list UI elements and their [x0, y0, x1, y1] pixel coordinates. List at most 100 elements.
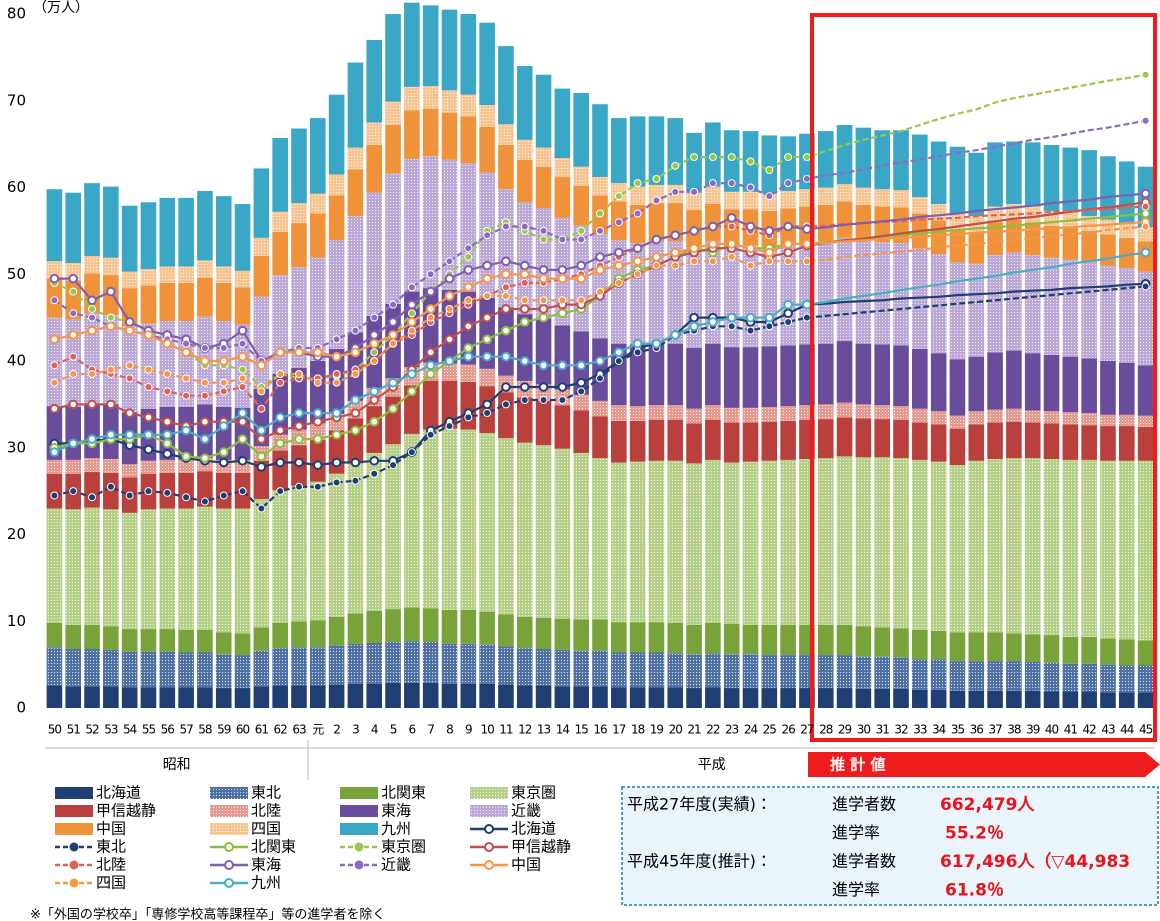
- rate-marker: [144, 383, 153, 392]
- bar-segment: [65, 459, 82, 474]
- bar-segment: [930, 220, 947, 255]
- bar-segment: [874, 206, 891, 243]
- legend-marker: [69, 878, 79, 888]
- rate-marker: [726, 312, 737, 323]
- bar-segment: [686, 688, 702, 708]
- bar-segment: [1100, 219, 1116, 235]
- bar-segment: [648, 652, 665, 688]
- bar-segment: [178, 459, 194, 473]
- rate-marker: [331, 408, 342, 418]
- bar-segment: [855, 343, 872, 405]
- rate-marker: [219, 491, 228, 500]
- rate-marker: [557, 265, 568, 275]
- bar-segment: [761, 193, 778, 211]
- bar-segment: [1062, 636, 1079, 664]
- bar-segment: [930, 659, 947, 690]
- bar-segment: [648, 460, 665, 623]
- legend-label: 北海道: [511, 820, 556, 838]
- bar-segment: [1043, 411, 1060, 424]
- bar-segment: [535, 147, 552, 167]
- x-tick-label: 8: [446, 723, 453, 737]
- bar-segment: [441, 112, 458, 160]
- rate-marker: [124, 325, 135, 336]
- bar-segment: [592, 686, 608, 708]
- bar-segment: [912, 659, 928, 690]
- bar-segment: [1024, 142, 1041, 207]
- rate-marker: [689, 226, 699, 236]
- bar-segment: [742, 654, 759, 689]
- rate-marker: [124, 429, 135, 440]
- rate-marker: [69, 487, 78, 496]
- bar-segment: [1100, 414, 1116, 427]
- bar-segment: [441, 643, 458, 684]
- rate-marker: [689, 321, 699, 332]
- bar-segment: [366, 452, 383, 611]
- bar-segment: [987, 255, 1003, 353]
- rate-line: [53, 73, 1146, 389]
- bar-segment: [930, 689, 947, 708]
- bar-segment: [479, 433, 495, 612]
- legend-swatch: [340, 805, 378, 817]
- bar-segment: [159, 266, 176, 283]
- rate-marker: [519, 356, 530, 366]
- rate-marker: [577, 226, 586, 235]
- bar-segment: [272, 275, 288, 375]
- bar-segment: [817, 458, 834, 625]
- bar-segment: [178, 508, 194, 630]
- x-tick-label: 58: [198, 723, 212, 737]
- rate-marker: [200, 356, 210, 366]
- bar-segment: [272, 685, 288, 708]
- bar-segment: [855, 241, 872, 344]
- bar-segment: [404, 641, 420, 683]
- rate-marker: [370, 469, 379, 478]
- bar-segment: [328, 195, 345, 241]
- rate-marker: [124, 317, 135, 327]
- rate-marker: [463, 321, 474, 332]
- bar-segment: [422, 682, 439, 708]
- bar-segment: [103, 509, 119, 627]
- bar-segment: [686, 347, 702, 409]
- rate-marker: [689, 243, 699, 254]
- bar-segment: [742, 422, 759, 462]
- bar-segment: [855, 404, 872, 419]
- bar-segment: [516, 397, 533, 443]
- bar-segment: [535, 617, 552, 650]
- bar-segment: [1043, 144, 1060, 211]
- bar-segment: [328, 473, 345, 617]
- rate-marker: [726, 239, 737, 249]
- x-tick-label: 24: [744, 723, 758, 737]
- rate-marker: [483, 291, 492, 300]
- rate-marker: [294, 482, 303, 491]
- rate-marker: [350, 425, 361, 436]
- rate-marker: [182, 339, 191, 348]
- rate-marker: [519, 317, 530, 327]
- bar-segment: [968, 411, 985, 425]
- rate-marker: [369, 330, 380, 340]
- rate-marker: [444, 291, 455, 301]
- bar-segment: [441, 683, 458, 708]
- summary-value: 617,496人（▽44,983: [940, 851, 1130, 872]
- rate-marker: [87, 399, 97, 410]
- rate-marker: [200, 434, 210, 444]
- bar-segment: [780, 420, 796, 460]
- rate-marker: [407, 299, 417, 310]
- bar-segment: [309, 481, 326, 621]
- bar-segment: [930, 254, 947, 354]
- rate-marker: [727, 153, 736, 162]
- x-tick-label: 12: [518, 723, 532, 737]
- bar-segment: [84, 458, 100, 473]
- bar-segment: [460, 683, 477, 708]
- bar-segment: [723, 407, 740, 423]
- rate-marker: [50, 378, 59, 387]
- rate-marker: [463, 282, 474, 293]
- bar-segment: [234, 287, 251, 325]
- bar-segment: [836, 341, 853, 403]
- rate-marker: [312, 460, 323, 470]
- bar-segment: [215, 654, 232, 689]
- bar-segment: [1100, 265, 1116, 361]
- rate-marker: [784, 179, 793, 188]
- bar-segment: [592, 416, 608, 459]
- bar-segment: [780, 345, 796, 407]
- bar-segment: [1100, 460, 1116, 639]
- bar-segment: [1006, 141, 1022, 204]
